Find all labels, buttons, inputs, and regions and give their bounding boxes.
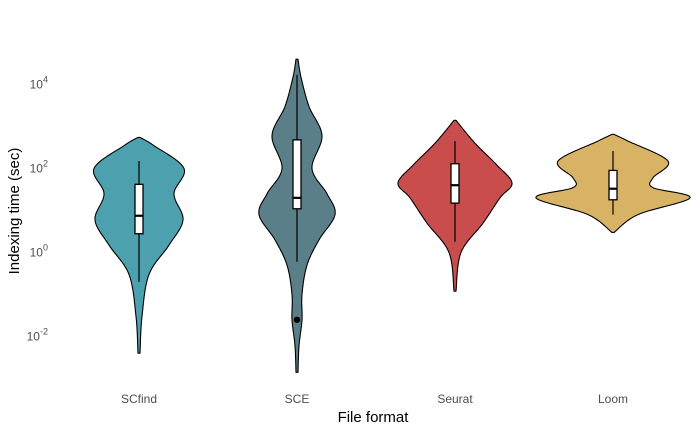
violin-scfind — [93, 137, 184, 353]
y-axis-title: Indexing time (sec) — [6, 148, 23, 275]
violin-seurat — [398, 120, 512, 291]
y-tick-label: 100 — [30, 243, 48, 260]
x-tick-label: Loom — [598, 392, 628, 406]
outlier-point — [294, 317, 300, 323]
violin-sce — [259, 59, 335, 372]
x-tick-label: Seurat — [437, 392, 473, 406]
box-iqr — [135, 184, 143, 233]
x-axis-title: File format — [338, 409, 410, 426]
violins-layer — [93, 59, 690, 372]
y-axis-ticks: 10-2 100 102 104 — [27, 75, 48, 344]
violin-loom — [536, 134, 690, 232]
x-tick-label: SCfind — [121, 392, 157, 406]
y-tick-label: 102 — [30, 159, 48, 176]
x-tick-label: SCE — [285, 392, 310, 406]
box-iqr — [609, 170, 617, 199]
y-tick-label: 104 — [30, 75, 48, 92]
y-tick-label: 10-2 — [27, 327, 48, 344]
box-iqr — [451, 164, 459, 203]
x-axis-ticks: SCfind SCE Seurat Loom — [121, 392, 628, 406]
